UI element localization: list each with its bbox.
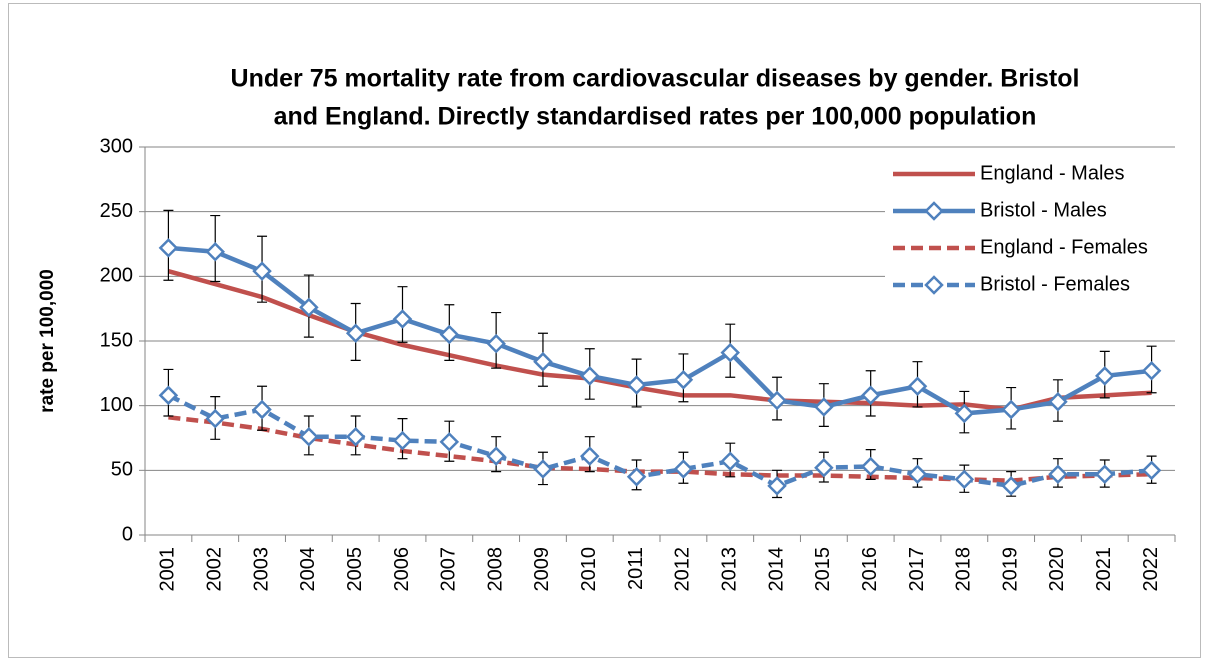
x-tick-label: 2005 [344,547,366,592]
marker [158,385,179,406]
marker [299,297,319,318]
marker [439,432,460,452]
x-tick-label: 2016 [859,547,881,592]
marker [814,457,834,478]
marker [392,309,413,329]
marker [1001,399,1021,420]
marker [392,430,413,451]
marker [860,385,881,406]
x-tick-label: 2009 [531,547,553,592]
x-tick-label: 2012 [672,547,694,592]
marker [673,459,694,479]
x-tick-label: 2007 [438,547,460,592]
x-tick-label: 2003 [250,547,272,592]
marker [1048,464,1068,484]
marker [345,323,366,344]
x-tick-label: 2011 [625,547,647,590]
y-tick-label: 300 [100,135,133,157]
marker [767,476,787,496]
legend-label: England - Males [980,162,1125,184]
series-line [167,393,1152,489]
marker [1095,366,1115,386]
x-tick-label: 2013 [719,547,741,592]
series-line [168,245,1152,416]
marker [158,238,179,258]
x-tick-label: 2022 [1140,547,1162,592]
marker [486,333,506,354]
marker [345,426,366,447]
x-tick-label: 2015 [812,547,834,592]
y-axis-label: rate per 100,000 [37,269,58,413]
marker [673,370,694,390]
marker [767,390,787,411]
legend-label: Bristol - Males [980,199,1107,221]
y-tick-label: 250 [100,200,133,222]
marker [533,351,553,372]
chart-border [8,3,1201,658]
marker [924,201,944,221]
marker [907,376,928,397]
x-tick-label: 2004 [297,547,319,592]
marker [580,446,600,466]
marker [252,399,272,420]
x-tick-label: 2020 [1046,547,1068,592]
legend-label: England - Females [980,236,1148,258]
x-tick-label: 2018 [953,547,975,592]
marker [860,456,881,477]
marker [580,366,600,386]
x-tick-label: 2006 [391,547,413,592]
marker [533,459,553,479]
marker [1095,464,1115,484]
marker [252,261,272,281]
marker [1048,392,1068,412]
marker [626,467,647,487]
marker [626,375,647,395]
x-tick-label: 2021 [1093,547,1115,592]
marker [299,426,319,447]
y-tick-label: 100 [100,394,133,416]
marker [1001,476,1021,496]
marker [814,397,834,417]
series-line [167,268,1152,412]
x-tick-label: 2010 [578,547,600,592]
x-tick-label: 2019 [999,547,1021,592]
x-tick-label: 2008 [484,547,506,592]
x-tick-label: 2002 [204,547,226,592]
chart-title: and England. Directly standardised rates… [274,103,1037,131]
marker [954,469,975,490]
x-tick-label: 2014 [765,547,787,592]
chart-title: Under 75 mortality rate from cardiovascu… [231,65,1080,93]
marker [720,451,740,472]
marker [439,324,460,345]
marker [924,275,944,295]
marker [1141,460,1162,481]
marker [720,342,740,363]
y-tick-label: 200 [100,265,133,287]
marker [205,408,225,429]
marker [1141,360,1162,381]
legend-label: Bristol - Females [980,273,1130,295]
y-tick-label: 50 [111,459,133,481]
x-tick-label: 2017 [906,547,928,592]
marker [954,403,975,424]
marker [907,464,928,484]
y-tick-label: 0 [122,523,133,545]
x-tick-label: 2001 [157,547,179,592]
y-tick-label: 150 [100,329,133,351]
marker [486,446,506,466]
marker [205,241,225,262]
